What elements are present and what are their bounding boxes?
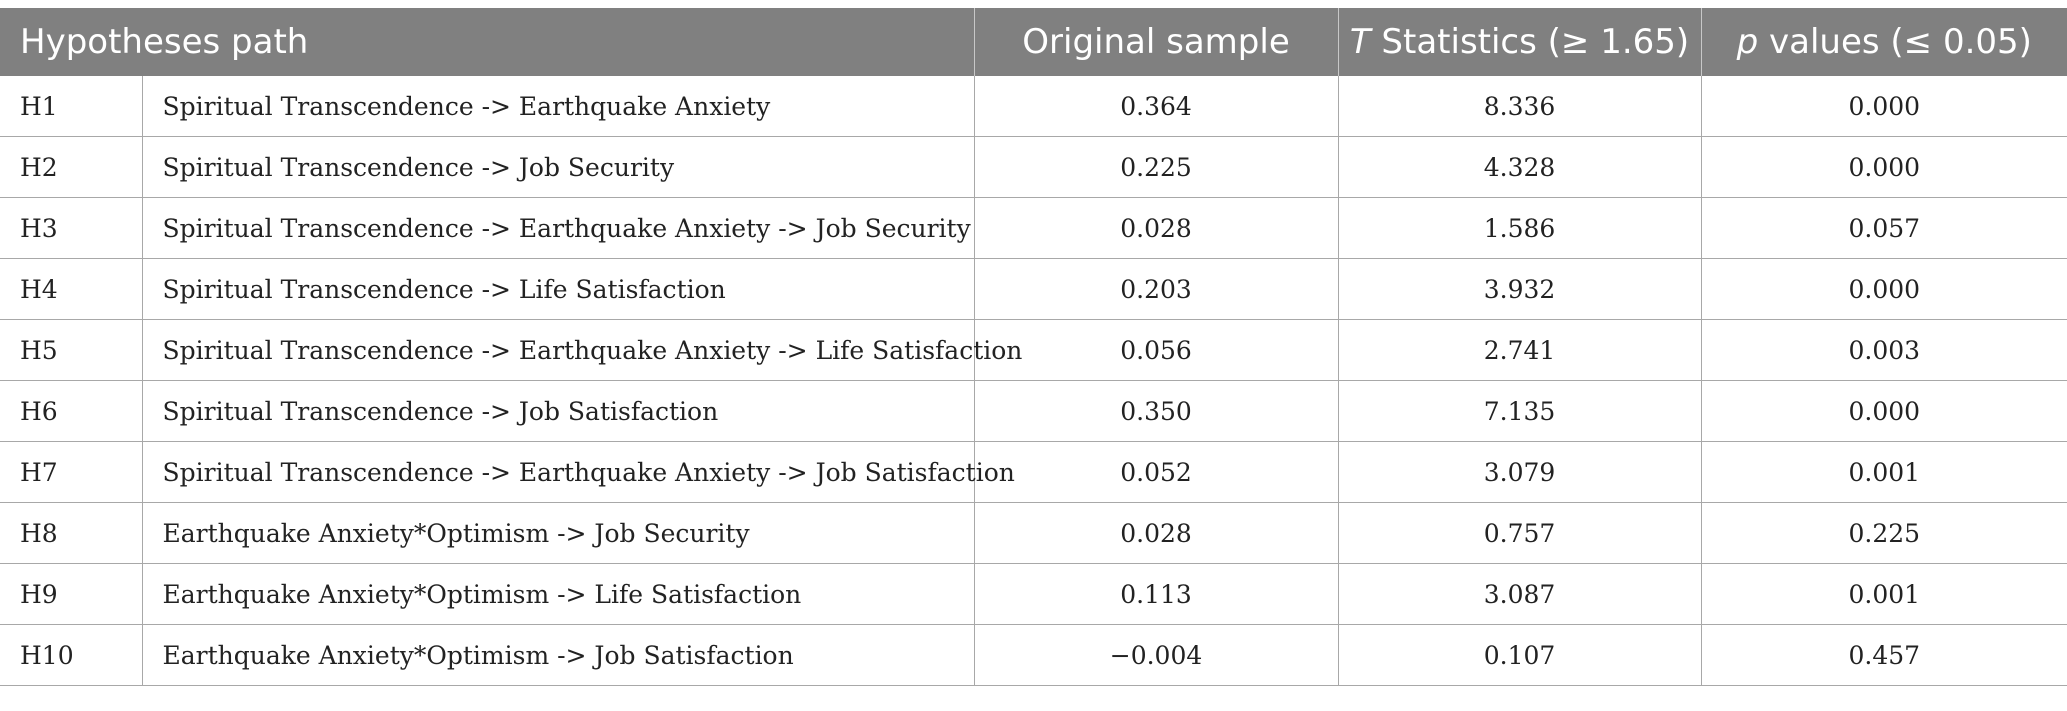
p-value-cell: 0.225 bbox=[1701, 502, 2067, 564]
t-statistic-cell: 4.328 bbox=[1338, 136, 1702, 198]
t-statistic-cell: 3.932 bbox=[1338, 258, 1702, 320]
t-statistic-cell: 0.107 bbox=[1338, 624, 1702, 686]
table-row: H9 Earthquake Anxiety*Optimism -> Life Sa… bbox=[0, 563, 2067, 625]
original-sample-cell: 0.203 bbox=[974, 258, 1339, 320]
hypothesis-id-cell: H3 bbox=[0, 197, 143, 259]
table-row: H2 Spiritual Transcendence -> Job Securit… bbox=[0, 136, 2067, 198]
header-row: Hypotheses path Original sample T Statis… bbox=[0, 8, 2067, 76]
header-t-statistics: T Statistics (≥ 1.65) bbox=[1338, 8, 1702, 76]
t-statistic-cell: 0.757 bbox=[1338, 502, 1702, 564]
table-row: H7 Spiritual Transcendence -> Earthquake … bbox=[0, 441, 2067, 503]
t-statistic-cell: 2.741 bbox=[1338, 319, 1702, 381]
hypothesis-path-cell: Spiritual Transcendence -> Job Satisfact… bbox=[142, 380, 975, 442]
hypothesis-id-cell: H9 bbox=[0, 563, 143, 625]
hypothesis-path-cell: Spiritual Transcendence -> Life Satisfac… bbox=[142, 258, 975, 320]
t-statistic-cell: 8.336 bbox=[1338, 76, 1702, 137]
hypothesis-id-cell: H6 bbox=[0, 380, 143, 442]
original-sample-cell: 0.225 bbox=[974, 136, 1339, 198]
hypothesis-path-cell: Spiritual Transcendence -> Job Security bbox=[142, 136, 975, 198]
p-value-cell: 0.003 bbox=[1701, 319, 2067, 381]
hypothesis-id-cell: H5 bbox=[0, 319, 143, 381]
original-sample-cell: 0.052 bbox=[974, 441, 1339, 503]
table-row: H8 Earthquake Anxiety*Optimism -> Job Sec… bbox=[0, 502, 2067, 564]
original-sample-cell: 0.028 bbox=[974, 502, 1339, 564]
table-row: H5 Spiritual Transcendence -> Earthquake … bbox=[0, 319, 2067, 381]
hypothesis-id-cell: H7 bbox=[0, 441, 143, 503]
hypothesis-path-cell: Spiritual Transcendence -> Earthquake An… bbox=[142, 319, 1022, 381]
hypothesis-path-cell: Earthquake Anxiety*Optimism -> Job Satis… bbox=[142, 624, 975, 686]
header-p-values: p values (≤ 0.05) bbox=[1701, 8, 2067, 76]
p-value-cell: 0.000 bbox=[1701, 136, 2067, 198]
hypothesis-id-cell: H8 bbox=[0, 502, 143, 564]
original-sample-cell: 0.028 bbox=[974, 197, 1339, 259]
hypothesis-path-cell: Spiritual Transcendence -> Earthquake An… bbox=[142, 76, 975, 137]
header-p-rest: values (≤ 0.05) bbox=[1758, 22, 2032, 62]
t-statistic-cell: 7.135 bbox=[1338, 380, 1702, 442]
hypothesis-path-cell: Earthquake Anxiety*Optimism -> Life Sati… bbox=[142, 563, 975, 625]
hypothesis-id-cell: H1 bbox=[0, 76, 143, 137]
table-row: H4 Spiritual Transcendence -> Life Satisf… bbox=[0, 258, 2067, 320]
original-sample-cell: 0.113 bbox=[974, 563, 1339, 625]
header-hypotheses-path: Hypotheses path bbox=[0, 8, 975, 76]
table-row: H3 Spiritual Transcendence -> Earthquake … bbox=[0, 197, 2067, 259]
table-header: Hypotheses path Original sample T Statis… bbox=[0, 8, 2067, 76]
original-sample-cell: 0.056 bbox=[974, 319, 1339, 381]
original-sample-cell: 0.350 bbox=[974, 380, 1339, 442]
table-row: H1 Spiritual Transcendence -> Earthquake … bbox=[0, 76, 2067, 137]
hypothesis-id-cell: H4 bbox=[0, 258, 143, 320]
hypothesis-id-cell: H2 bbox=[0, 136, 143, 198]
p-value-cell: 0.001 bbox=[1701, 563, 2067, 625]
hypothesis-path-cell: Spiritual Transcendence -> Earthquake An… bbox=[142, 441, 1015, 503]
table-row: H10 Earthquake Anxiety*Optimism -> Job Sa… bbox=[0, 624, 2067, 686]
original-sample-cell: −0.004 bbox=[974, 624, 1339, 686]
header-t-rest: Statistics (≥ 1.65) bbox=[1370, 22, 1690, 62]
t-statistic-cell: 3.087 bbox=[1338, 563, 1702, 625]
p-value-cell: 0.057 bbox=[1701, 197, 2067, 259]
p-value-cell: 0.000 bbox=[1701, 258, 2067, 320]
original-sample-cell: 0.364 bbox=[974, 76, 1339, 137]
p-value-cell: 0.000 bbox=[1701, 380, 2067, 442]
table-row: H6 Spiritual Transcendence -> Job Satisfa… bbox=[0, 380, 2067, 442]
t-statistic-cell: 3.079 bbox=[1338, 441, 1702, 503]
p-value-cell: 0.001 bbox=[1701, 441, 2067, 503]
p-value-cell: 0.457 bbox=[1701, 624, 2067, 686]
t-statistic-cell: 1.586 bbox=[1338, 197, 1702, 259]
p-value-cell: 0.000 bbox=[1701, 76, 2067, 137]
hypothesis-path-cell: Spiritual Transcendence -> Earthquake An… bbox=[142, 197, 975, 259]
header-t-italic: T bbox=[1349, 22, 1371, 62]
hypotheses-table-container: Hypotheses path Original sample T Statis… bbox=[0, 8, 2067, 686]
hypotheses-table: Hypotheses path Original sample T Statis… bbox=[0, 8, 2067, 686]
header-original-sample: Original sample bbox=[974, 8, 1339, 76]
header-p-italic: p bbox=[1736, 22, 1759, 62]
table-body: H1 Spiritual Transcendence -> Earthquake … bbox=[0, 76, 2067, 686]
hypothesis-path-cell: Earthquake Anxiety*Optimism -> Job Secur… bbox=[142, 502, 975, 564]
hypothesis-id-cell: H10 bbox=[0, 624, 143, 686]
